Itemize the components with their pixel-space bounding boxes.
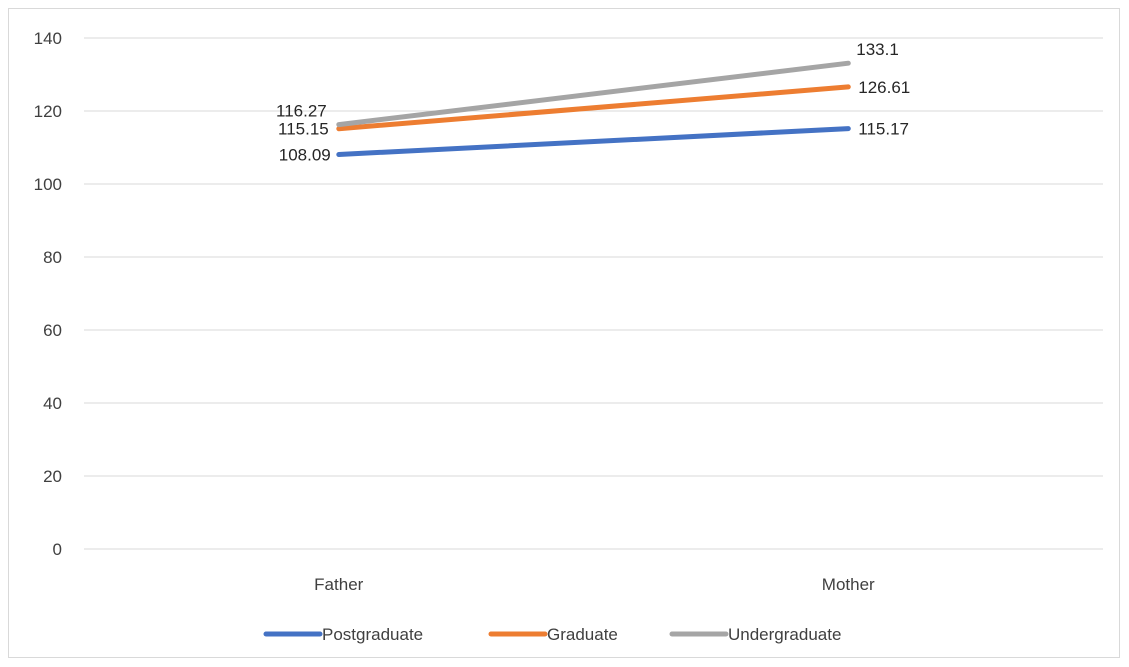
legend-label: Postgraduate (322, 625, 423, 644)
data-label: 115.17 (858, 120, 909, 139)
data-label: 108.09 (279, 145, 331, 164)
legend-label: Graduate (547, 625, 618, 644)
y-tick-label: 120 (34, 102, 62, 121)
data-label: 116.27 (276, 102, 327, 121)
y-tick-label: 60 (43, 321, 62, 340)
y-tick-label: 140 (34, 29, 62, 48)
y-tick-label: 100 (34, 175, 62, 194)
y-tick-label: 20 (43, 467, 62, 486)
data-label: 133.1 (856, 40, 899, 59)
x-category-label: Father (314, 575, 363, 594)
data-label: 115.15 (278, 120, 329, 139)
series-line-undergraduate (336, 60, 851, 128)
y-tick-label: 0 (53, 540, 62, 559)
y-tick-label: 80 (43, 248, 62, 267)
y-tick-label: 40 (43, 394, 62, 413)
chart-border (8, 8, 1120, 658)
x-category-label: Mother (822, 575, 875, 594)
data-label: 126.61 (858, 78, 910, 97)
series-line-graduate (336, 84, 851, 132)
series-line-postgraduate (336, 126, 851, 157)
legend-label: Undergraduate (728, 625, 841, 644)
